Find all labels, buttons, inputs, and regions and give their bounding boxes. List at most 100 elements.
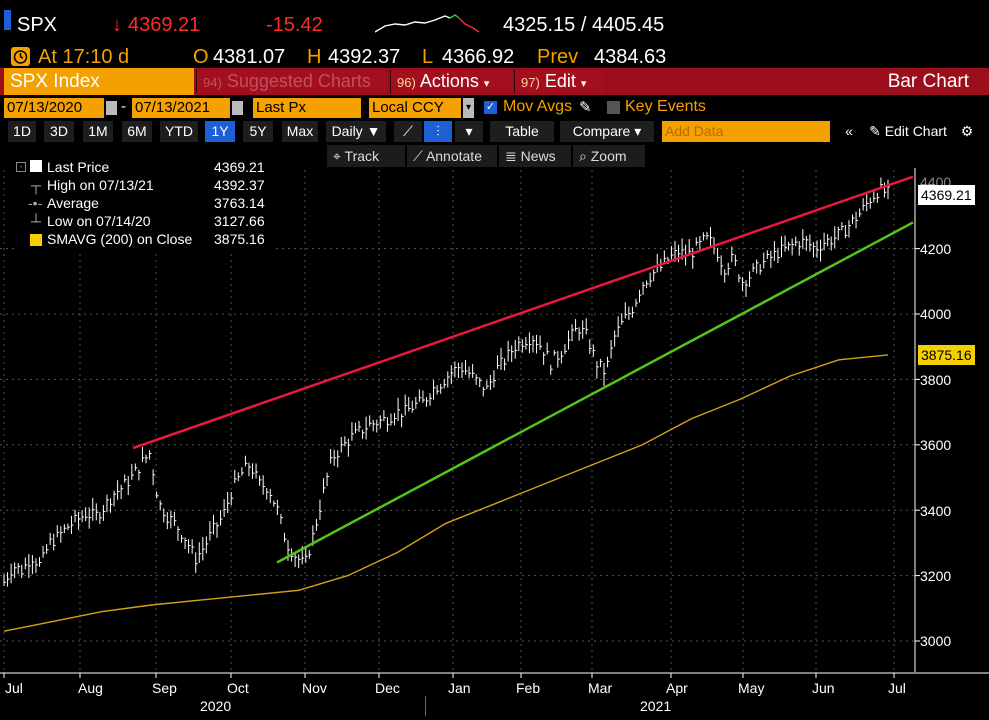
timeframe-1m-button[interactable]: 1M — [83, 121, 113, 142]
timeframe-max-button[interactable]: Max — [282, 121, 318, 142]
sma-swatch — [30, 234, 42, 246]
suggested-charts-button[interactable]: 94) Suggested Charts — [196, 70, 386, 93]
ticker-symbol: SPX — [17, 14, 58, 36]
high-value: 4392.37 — [328, 46, 401, 68]
annotate-tool[interactable]: ⟋ Annotate — [407, 145, 497, 167]
price-bars — [3, 177, 890, 587]
bid-ask: 4325.15 / 4405.45 — [503, 14, 665, 36]
low-label: L — [422, 46, 434, 68]
low-value: 4366.92 — [442, 46, 515, 68]
x-tick-apr: Apr — [666, 680, 688, 696]
prev-label: Prev — [537, 46, 579, 68]
edit-chart-button[interactable]: ✎ Edit Chart — [862, 121, 954, 142]
zoom-tool[interactable]: ⌕ Zoom — [573, 145, 645, 167]
line-chart-icon[interactable]: ⟋ — [394, 121, 422, 142]
news-label: News — [520, 148, 556, 164]
chart-type-label: Bar Chart — [887, 71, 969, 92]
legend-label-average: Average — [47, 195, 99, 211]
calendar-icon[interactable] — [106, 101, 117, 115]
key-events-checkbox[interactable] — [607, 101, 620, 114]
track-tool[interactable]: ⌖ Track — [327, 145, 405, 167]
caret-down-icon: ▾ — [483, 78, 490, 90]
year-label-2020: 2020 — [200, 698, 232, 714]
clock-icon — [11, 47, 30, 66]
pencil-icon[interactable]: ✎ — [579, 99, 592, 116]
edit-label: Edit — [544, 71, 576, 91]
security-field[interactable]: SPX Index — [4, 68, 194, 95]
sma-axis-label: 3875.16 — [918, 345, 975, 365]
open-value: 4381.07 — [213, 46, 286, 68]
x-tick-jul-2021: Jul — [888, 680, 906, 696]
compare-button[interactable]: Compare ▾ — [560, 121, 654, 142]
y-tick-3400: 3400 — [920, 503, 952, 519]
price-chart[interactable] — [0, 168, 989, 720]
price-change: -15.42 — [266, 14, 323, 36]
x-tick-sep: Sep — [152, 680, 177, 696]
legend-value-last-price: 4369.21 — [214, 159, 265, 175]
table-button[interactable]: Table — [490, 121, 554, 142]
collapse-icon[interactable]: « — [838, 121, 860, 142]
currency-select[interactable]: Local CCY — [369, 98, 461, 118]
suggested-charts-label: Suggested Charts — [226, 71, 371, 91]
crosshair-icon: ⌖ — [333, 148, 341, 164]
time-label: At 17:10 d — [38, 46, 130, 68]
x-tick-feb: Feb — [516, 680, 541, 696]
suggested-charts-number: 94) — [203, 75, 222, 90]
y-tick-3200: 3200 — [920, 568, 952, 584]
date-separator: - — [121, 98, 126, 115]
mov-avgs-checkbox[interactable]: ✓ — [484, 101, 497, 114]
bar-chart-icon[interactable]: ⫶ — [424, 121, 452, 142]
x-tick-aug: Aug — [78, 680, 103, 696]
timeframe-1y-button[interactable]: 1Y — [205, 121, 235, 142]
start-date-field[interactable]: 07/13/2020 — [4, 98, 104, 118]
y-tick-3000: 3000 — [920, 633, 952, 649]
open-label: O — [193, 46, 209, 68]
chart-style-dropdown-icon[interactable]: ▾ — [455, 121, 483, 142]
chart-tools-row: ⌖ Track ⟋ Annotate ≣ News ⌕ Zoom — [0, 145, 989, 167]
period-select[interactable]: Daily ▼ — [326, 121, 386, 142]
x-tick-nov: Nov — [302, 680, 327, 696]
add-data-input[interactable]: Add Data — [662, 121, 830, 142]
actions-number: 96) — [397, 75, 416, 90]
zoom-icon: ⌕ — [579, 148, 587, 164]
y-tick-4000: 4000 — [920, 306, 952, 322]
y-tick-3800: 3800 — [920, 372, 952, 388]
price-field-select[interactable]: Last Px — [253, 98, 361, 118]
legend-value-sma: 3875.16 — [214, 231, 265, 247]
timeframe-6m-button[interactable]: 6M — [122, 121, 152, 142]
legend-label-high: High on 07/13/21 — [47, 177, 154, 193]
edit-menu-button[interactable]: 97) Edit ▾ — [514, 70, 604, 93]
x-tick-dec: Dec — [375, 680, 400, 696]
x-tick-may: May — [738, 680, 765, 696]
period-label: Daily — [331, 123, 363, 139]
legend-value-low: 3127.66 — [214, 213, 265, 229]
security-color-marker — [4, 10, 11, 30]
end-date-field[interactable]: 07/13/2021 — [132, 98, 230, 118]
timeframe-ytd-button[interactable]: YTD — [160, 121, 198, 142]
timeframe-toolbar: 1D 3D 1M 6M YTD 1Y 5Y Max Daily ▼ ⟋ ⫶ ▾ … — [0, 121, 989, 142]
actions-menu-button[interactable]: 96) Actions ▾ — [390, 70, 512, 93]
currency-dropdown-icon[interactable]: ▾ — [463, 98, 474, 118]
news-icon: ≣ — [505, 148, 517, 164]
collapse-legend-icon[interactable]: - — [16, 162, 26, 172]
legend-label-low: Low on 07/14/20 — [47, 213, 151, 229]
compare-label: Compare — [572, 123, 631, 139]
average-marker-icon: -•- — [28, 195, 43, 211]
x-tick-jan: Jan — [448, 680, 471, 696]
edit-chart-label: Edit Chart — [884, 123, 947, 139]
x-tick-oct: Oct — [227, 680, 249, 696]
timeframe-1d-button[interactable]: 1D — [8, 121, 36, 142]
gear-icon[interactable]: ⚙ — [956, 121, 978, 142]
x-tick-mar: Mar — [588, 680, 613, 696]
timeframe-3d-button[interactable]: 3D — [44, 121, 74, 142]
timeframe-5y-button[interactable]: 5Y — [243, 121, 273, 142]
year-divider — [425, 696, 426, 716]
high-label: H — [307, 46, 322, 68]
news-tool[interactable]: ≣ News — [499, 145, 571, 167]
annotate-icon: ⟋ — [413, 148, 423, 164]
calendar-icon[interactable] — [232, 101, 243, 115]
edit-number: 97) — [521, 75, 540, 90]
caret-down-icon: ▾ — [580, 78, 587, 90]
legend-label-sma: SMAVG (200) on Close — [47, 231, 193, 247]
last-price: 4369.21 — [128, 14, 201, 36]
